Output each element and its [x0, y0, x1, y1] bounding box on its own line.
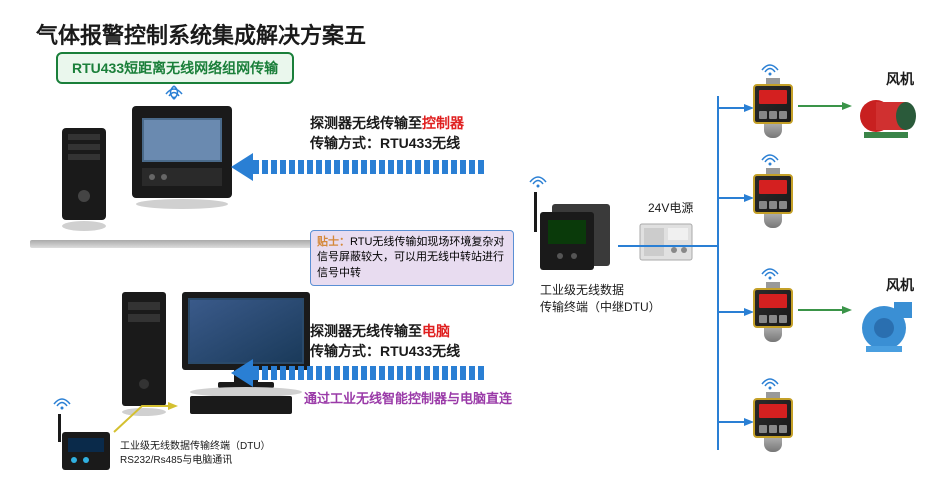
divider-line — [30, 240, 326, 248]
wifi-icon — [164, 84, 184, 100]
fan-link — [798, 304, 854, 316]
dtu-relay-label: 工业级无线数据 传输终端（中继DTU） — [540, 282, 661, 316]
dtu-bottom-label: 工业级无线数据传输终端（DTU） RS232/Rs485与电脑通讯 — [120, 440, 271, 468]
dtu-relay-icon — [530, 184, 620, 274]
fan2-label: 风机 — [886, 276, 914, 296]
fan-link — [798, 100, 854, 112]
fan-blue-icon — [856, 296, 918, 356]
wifi-icon — [528, 172, 548, 188]
tip-label: 贴士： — [317, 236, 350, 248]
wifi-icon — [760, 150, 780, 166]
gas-sensor — [750, 78, 796, 136]
subtitle-box: RTU433短距离无线网络组网传输 — [56, 52, 294, 84]
gas-sensor — [750, 282, 796, 340]
controller-panel-icon — [128, 100, 236, 210]
pc-tower-icon — [116, 288, 172, 418]
dtu-pc-link — [110, 400, 180, 436]
wifi-icon — [760, 60, 780, 76]
dtu-bottom-icon — [52, 408, 116, 476]
dtu-trunk-link — [618, 240, 704, 252]
keyboard-icon — [186, 394, 296, 418]
bottom-arrow-label: 探测器无线传输至电脑 传输方式：RTU433无线 — [310, 322, 460, 361]
wifi-icon — [760, 264, 780, 280]
psu-label: 24V电源 — [648, 200, 693, 217]
server-icon — [54, 124, 114, 234]
wifi-icon — [52, 394, 72, 410]
bottom-arrow — [232, 366, 502, 380]
top-arrow-label: 探测器无线传输至控制器 传输方式：RTU433无线 — [310, 114, 464, 153]
fan-red-icon — [856, 90, 918, 142]
tip-box: 贴士：RTU无线传输如现场环境复杂对信号屏蔽较大，可以用无线中转站进行信号中转 — [310, 230, 514, 286]
gas-sensor — [750, 168, 796, 226]
fan1-label: 风机 — [886, 70, 914, 90]
top-arrow — [232, 160, 502, 174]
gas-sensor — [750, 392, 796, 450]
page-title: 气体报警控制系统集成解决方案五 — [36, 18, 366, 50]
bottom-arrow-note: 通过工业无线智能控制器与电脑直连 — [304, 390, 512, 408]
subtitle-text: RTU433短距离无线网络组网传输 — [72, 60, 278, 76]
wifi-icon — [760, 374, 780, 390]
